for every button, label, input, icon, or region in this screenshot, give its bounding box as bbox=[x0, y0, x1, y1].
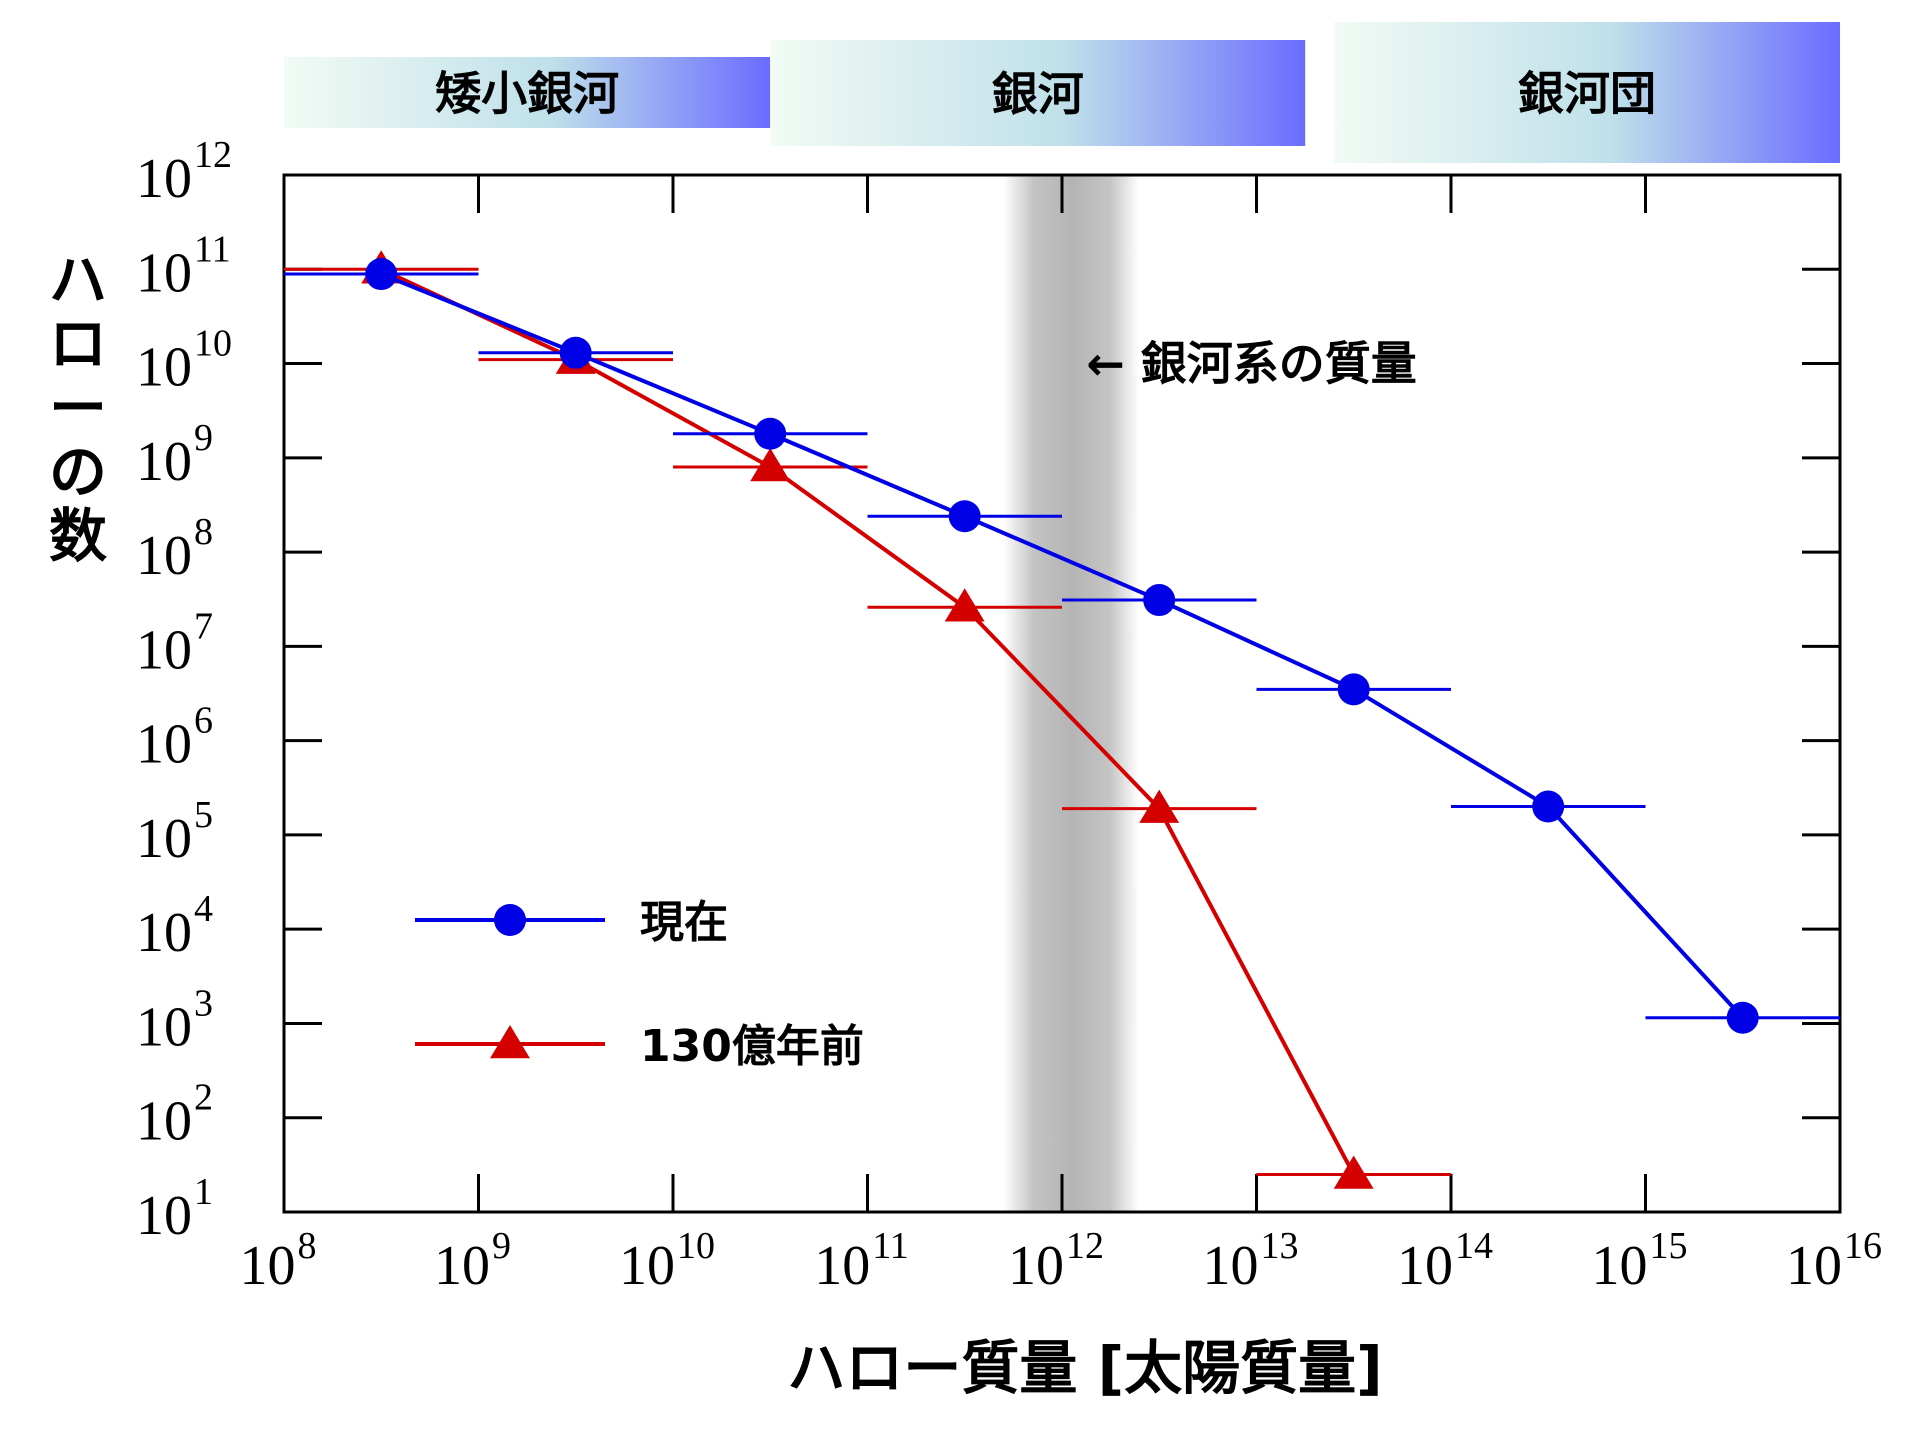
x-tick-exponent: 16 bbox=[1844, 1225, 1882, 1267]
y-tick-label: 107 bbox=[136, 605, 213, 681]
y-axis-label-char: ハ bbox=[49, 246, 107, 314]
y-axis-label-char: の bbox=[49, 438, 107, 506]
category-band-label: 銀河 bbox=[992, 67, 1084, 121]
y-tick-exponent: 4 bbox=[194, 888, 213, 930]
y-tick-label: 104 bbox=[136, 888, 213, 964]
data-point bbox=[1333, 1155, 1374, 1189]
y-tick-exponent: 9 bbox=[194, 417, 213, 459]
y-tick-exponent: 10 bbox=[194, 323, 232, 365]
data-point bbox=[365, 258, 398, 291]
milky-way-mass-band bbox=[1003, 175, 1140, 1212]
data-point bbox=[754, 417, 787, 450]
x-tick-exponent: 13 bbox=[1261, 1225, 1299, 1267]
x-tick-exponent: 8 bbox=[298, 1225, 317, 1267]
series-layer bbox=[284, 250, 1840, 1189]
x-tick-exponent: 14 bbox=[1455, 1225, 1493, 1267]
category-bands: 矮小銀河 銀河 銀河団 bbox=[284, 22, 1840, 163]
legend-marker bbox=[494, 904, 526, 936]
x-tick-exponent: 11 bbox=[872, 1225, 909, 1267]
y-tick-label: 101 bbox=[136, 1171, 213, 1247]
data-point bbox=[944, 588, 985, 622]
data-point bbox=[948, 500, 981, 533]
x-tick-exponent: 9 bbox=[492, 1225, 511, 1267]
y-tick-exponent: 7 bbox=[194, 605, 213, 647]
series-circle bbox=[284, 258, 1840, 1034]
x-tick-label: 1010 bbox=[619, 1225, 715, 1297]
x-tick-exponent: 15 bbox=[1650, 1225, 1688, 1267]
data-point bbox=[750, 447, 791, 482]
y-tick-label: 1011 bbox=[136, 228, 231, 304]
y-axis-label-char: 数 bbox=[49, 502, 107, 570]
category-band-label: 矮小銀河 bbox=[435, 67, 619, 121]
category-band-label: 銀河団 bbox=[1518, 67, 1656, 121]
y-tick-exponent: 1 bbox=[194, 1171, 213, 1213]
y-tick-label: 109 bbox=[136, 417, 213, 493]
y-tick-exponent: 11 bbox=[194, 228, 231, 270]
y-tick-label: 106 bbox=[136, 700, 213, 776]
y-tick-exponent: 2 bbox=[194, 1077, 213, 1119]
legend-label: 130億年前 bbox=[640, 1021, 864, 1072]
x-tick-label: 1011 bbox=[814, 1225, 909, 1297]
x-axis-label: ハロー質量 [太陽質量] bbox=[787, 1334, 1382, 1402]
x-tick-label: 1013 bbox=[1203, 1225, 1299, 1297]
legend-label: 現在 bbox=[640, 897, 728, 948]
data-point bbox=[1139, 789, 1180, 823]
y-axis-label-char: ロ bbox=[49, 310, 107, 378]
category-band-2 bbox=[1333, 22, 1840, 163]
series-line bbox=[380, 267, 1356, 1176]
x-tick-label: 109 bbox=[434, 1225, 511, 1297]
x-tick-exponent: 12 bbox=[1066, 1225, 1104, 1267]
category-band-0 bbox=[284, 57, 771, 128]
y-tick-exponent: 5 bbox=[194, 794, 213, 836]
y-axis-label-char: ー bbox=[49, 374, 107, 442]
series-triangle bbox=[284, 250, 1451, 1189]
y-tick-label: 105 bbox=[136, 794, 213, 870]
x-tick-label: 1014 bbox=[1397, 1225, 1493, 1297]
data-point bbox=[1532, 790, 1565, 823]
y-tick-label: 1012 bbox=[136, 134, 232, 210]
y-tick-label: 102 bbox=[136, 1077, 213, 1153]
category-band-1 bbox=[770, 40, 1306, 146]
legend-marker bbox=[490, 1025, 530, 1059]
data-point bbox=[1143, 584, 1176, 617]
x-tick-label: 108 bbox=[240, 1225, 317, 1297]
series-line bbox=[380, 272, 1745, 1020]
y-tick-exponent: 3 bbox=[194, 982, 213, 1024]
y-tick-exponent: 12 bbox=[194, 134, 232, 176]
y-tick-label: 103 bbox=[136, 982, 213, 1058]
x-tick-label: 1016 bbox=[1786, 1225, 1882, 1297]
x-tick-label: 1015 bbox=[1592, 1225, 1688, 1297]
y-tick-exponent: 6 bbox=[194, 700, 213, 742]
y-tick-label: 108 bbox=[136, 511, 213, 587]
milky-way-annotation: ← 銀河系の質量 bbox=[1086, 337, 1417, 391]
data-point bbox=[1337, 673, 1370, 706]
data-point bbox=[559, 336, 592, 369]
y-tick-exponent: 8 bbox=[194, 511, 213, 553]
legend: 現在 130億年前 bbox=[415, 897, 864, 1072]
x-tick-label: 1012 bbox=[1008, 1225, 1104, 1297]
x-tick-exponent: 10 bbox=[677, 1225, 715, 1267]
y-tick-label: 1010 bbox=[136, 323, 232, 399]
data-point bbox=[1726, 1001, 1759, 1034]
